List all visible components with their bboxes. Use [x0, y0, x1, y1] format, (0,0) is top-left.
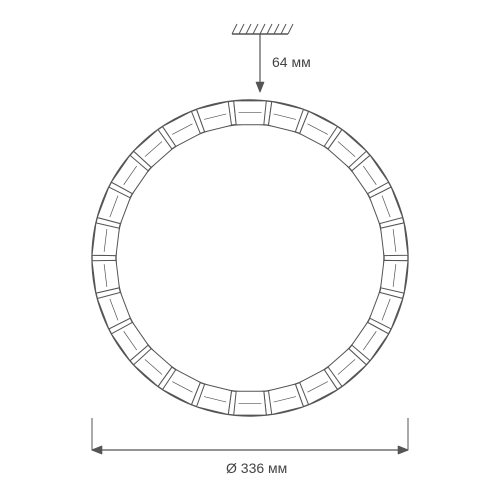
- diagram-stage: 64 мм Ø 336 мм: [0, 0, 500, 500]
- depth-label: 64 мм: [272, 54, 311, 70]
- diameter-label: Ø 336 мм: [226, 460, 287, 476]
- dimension-drawing: [0, 0, 500, 500]
